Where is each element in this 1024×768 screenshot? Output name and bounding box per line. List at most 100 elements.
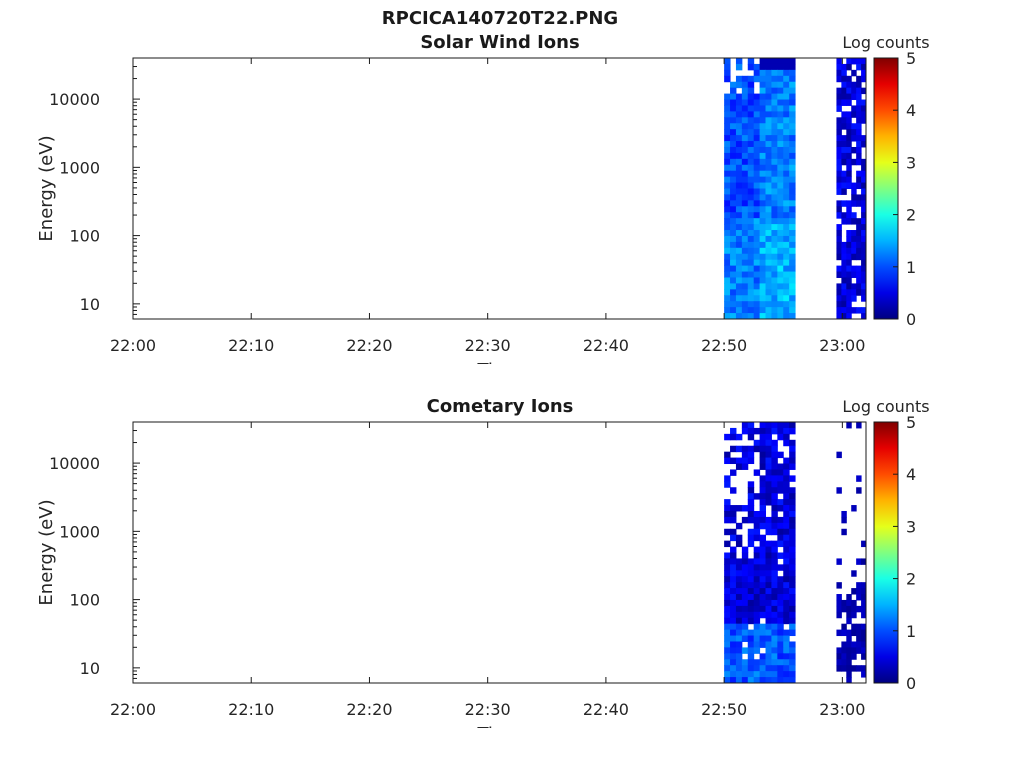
heatmap-cell	[724, 212, 731, 219]
heatmap-cell	[789, 546, 796, 553]
heatmap-cell	[861, 665, 867, 672]
heatmap-cell	[846, 141, 852, 148]
heatmap-cell	[771, 87, 778, 95]
heatmap-cell	[851, 212, 857, 219]
heatmap-cell	[724, 158, 731, 166]
heatmap-cell	[724, 313, 731, 320]
heatmap-cell	[747, 599, 755, 607]
heatmap-cell	[730, 528, 737, 536]
heatmap-cell	[856, 117, 862, 124]
heatmap-cell	[765, 224, 772, 231]
heatmap-cell	[789, 235, 796, 243]
heatmap-cell	[730, 117, 737, 124]
heatmap-cell	[765, 69, 772, 77]
heatmap-cell	[735, 158, 743, 166]
heatmap-cell	[753, 259, 761, 267]
heatmap-cell	[789, 540, 796, 548]
heatmap-cell	[836, 105, 842, 112]
heatmap-cell	[841, 99, 847, 106]
heatmap-cell	[730, 152, 737, 160]
heatmap-cell	[765, 659, 772, 666]
heatmap-cell	[771, 75, 778, 83]
heatmap-cell	[747, 445, 755, 453]
heatmap-cell	[789, 164, 796, 172]
heatmap-cell	[851, 200, 857, 207]
heatmap-cell	[741, 93, 749, 101]
x-tick-label: 22:40	[583, 700, 629, 719]
heatmap-cell	[789, 599, 796, 607]
heatmap-cell	[777, 635, 784, 642]
heatmap-cell	[846, 206, 852, 213]
colorbar-tick-label: 3	[906, 153, 916, 172]
heatmap-cell	[747, 158, 755, 166]
heatmap-cell	[765, 307, 772, 314]
colorbar-tick-label: 1	[906, 622, 916, 641]
x-tick-label: 22:30	[465, 336, 511, 355]
heatmap-cell	[783, 141, 790, 148]
heatmap-cell	[771, 629, 778, 637]
heatmap-cell	[771, 528, 778, 536]
heatmap-cell	[861, 540, 867, 548]
heatmap-cell	[777, 463, 784, 470]
heatmap-cell	[771, 475, 778, 482]
heatmap-cell	[783, 75, 790, 83]
heatmap-cell	[747, 63, 755, 71]
heatmap-cells	[724, 422, 867, 684]
heatmap-cell	[759, 141, 767, 148]
heatmap-cell	[771, 576, 778, 583]
heatmap-cell	[783, 588, 790, 595]
heatmap-cell	[753, 439, 761, 447]
heatmap-cell	[730, 176, 737, 184]
heatmap-cell	[836, 283, 842, 290]
heatmap-cell	[846, 212, 852, 219]
heatmap-cell	[747, 241, 755, 249]
heatmap-cell	[730, 93, 737, 101]
heatmap-cell	[747, 564, 755, 571]
heatmap-cell	[747, 629, 755, 637]
heatmap-cell	[789, 111, 796, 118]
heatmap-cell	[783, 152, 790, 160]
heatmap-cell	[765, 188, 772, 195]
heatmap-cell	[753, 188, 761, 195]
heatmap-cell	[846, 99, 852, 106]
heatmap-cell	[747, 99, 755, 106]
heatmap-cell	[783, 617, 790, 625]
heatmap-cell	[735, 635, 743, 642]
heatmap-cell	[836, 224, 842, 231]
heatmap-cell	[730, 265, 737, 273]
heatmap-cell	[771, 671, 778, 678]
heatmap-cell	[771, 558, 778, 565]
heatmap-cell	[735, 81, 743, 89]
heatmap-cell	[741, 605, 749, 613]
heatmap-cell	[724, 146, 731, 154]
heatmap-cell	[735, 611, 743, 619]
heatmap-cell	[753, 241, 761, 249]
heatmap-cell	[735, 206, 743, 213]
heatmap-cell	[724, 259, 731, 267]
heatmap-cell	[735, 176, 743, 184]
heatmap-cell	[759, 135, 767, 142]
heatmap-cell	[753, 445, 761, 453]
colorbar	[873, 57, 899, 320]
heatmap-cell	[741, 253, 749, 261]
heatmap-cell	[789, 552, 796, 559]
heatmap-cell	[789, 605, 796, 613]
heatmap-cell	[741, 629, 749, 637]
heatmap-cell	[861, 271, 867, 278]
heatmap-cell	[753, 599, 761, 607]
heatmap-cell	[841, 135, 847, 142]
heatmap-cell	[789, 493, 796, 500]
heatmap-cell	[753, 295, 761, 302]
heatmap-cell	[789, 212, 796, 219]
heatmap-cell	[856, 75, 862, 83]
heatmap-cell	[851, 93, 857, 101]
heatmap-cell	[861, 117, 867, 124]
heatmap-cell	[765, 235, 772, 243]
heatmap-cell	[724, 295, 731, 302]
heatmap-cell	[759, 206, 767, 213]
heatmap-cell	[724, 665, 731, 672]
heatmap-cell	[759, 277, 767, 284]
heatmap-cell	[735, 588, 743, 595]
heatmap-cell	[741, 170, 749, 178]
heatmap-cell	[836, 141, 842, 148]
